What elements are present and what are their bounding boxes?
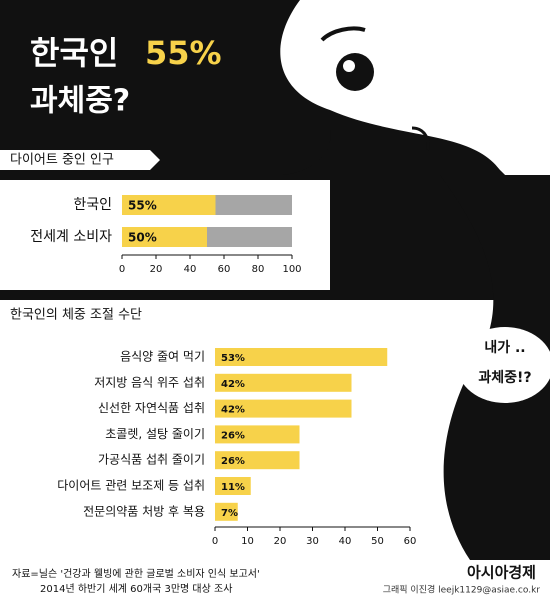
x-tick-label: 40 bbox=[184, 264, 197, 275]
x-tick-label: 10 bbox=[241, 536, 254, 547]
x-tick-label: 80 bbox=[252, 264, 265, 275]
chart-title: 다이어트 중인 인구 bbox=[10, 153, 114, 168]
category-label: 다이어트 관련 보조제 등 섭취 bbox=[57, 479, 205, 493]
title: 한국인 bbox=[30, 34, 118, 72]
bar bbox=[215, 348, 388, 366]
eye bbox=[336, 53, 374, 91]
value-label: 26% bbox=[221, 430, 245, 441]
source: 자료=닐슨 '건강과 웰빙에 관한 글로벌 소비자 인식 보고서' bbox=[12, 568, 260, 580]
source: 2014년 하반기 세계 60개국 3만명 대상 조사 bbox=[40, 582, 232, 595]
value-label: 55% bbox=[128, 199, 157, 213]
category-label: 초콜렛, 설탕 줄이기 bbox=[105, 427, 205, 441]
category-label: 가공식품 섭취 줄이기 bbox=[98, 453, 205, 467]
value-label: 7% bbox=[221, 508, 238, 519]
category-label: 전세계 소비자 bbox=[30, 229, 112, 245]
bar bbox=[215, 373, 352, 392]
x-tick-label: 60 bbox=[218, 264, 231, 275]
x-tick-label: 20 bbox=[274, 536, 287, 547]
chart-title: 한국인의 체중 조절 수단 bbox=[10, 308, 142, 323]
eyebrow bbox=[320, 26, 366, 42]
category-label: 한국인 bbox=[73, 197, 112, 213]
brand: 아시아경제 bbox=[467, 564, 536, 582]
chin bbox=[280, 130, 331, 175]
x-tick-label: 20 bbox=[150, 264, 163, 275]
divider bbox=[0, 296, 440, 300]
category-label: 전문의약품 처방 후 복용 bbox=[83, 503, 205, 518]
category-label: 저지방 음식 위주 섭취 bbox=[94, 375, 205, 389]
bar bbox=[215, 451, 300, 470]
bar bbox=[215, 425, 300, 444]
value-label: 26% bbox=[221, 456, 245, 467]
x-tick-label: 100 bbox=[282, 264, 301, 275]
speech-text: 과체중!? bbox=[478, 370, 531, 386]
bar bbox=[215, 477, 251, 495]
category-label: 음식양 줄여 먹기 bbox=[120, 350, 205, 364]
eye-highlight bbox=[343, 60, 355, 72]
credit: 그래픽 이진경 leejk1129@asiae.co.kr bbox=[383, 584, 541, 596]
value-label: 11% bbox=[221, 482, 245, 493]
face bbox=[280, 0, 550, 215]
value-label: 42% bbox=[221, 405, 245, 416]
nose bbox=[411, 126, 430, 151]
x-tick-label: 50 bbox=[371, 536, 384, 547]
x-tick-label: 0 bbox=[212, 536, 218, 547]
value-label: 50% bbox=[128, 231, 157, 245]
speech-text: 내가 .. bbox=[484, 340, 525, 356]
x-tick-label: 0 bbox=[119, 264, 125, 275]
value-label: 53% bbox=[221, 353, 245, 364]
subtitle: 과체중? bbox=[30, 84, 130, 119]
x-tick-label: 60 bbox=[404, 536, 417, 547]
title-highlight: 55% bbox=[145, 34, 222, 72]
bar bbox=[215, 399, 352, 418]
bar bbox=[122, 195, 216, 215]
x-tick-label: 40 bbox=[339, 536, 352, 547]
bar bbox=[215, 502, 238, 521]
x-tick-label: 30 bbox=[306, 536, 319, 547]
category-label: 신선한 자연식품 섭취 bbox=[98, 401, 205, 415]
tab bbox=[0, 305, 170, 325]
bar bbox=[122, 227, 207, 247]
tab bbox=[0, 150, 160, 170]
speech-bubble bbox=[457, 327, 550, 403]
value-label: 42% bbox=[221, 379, 245, 390]
